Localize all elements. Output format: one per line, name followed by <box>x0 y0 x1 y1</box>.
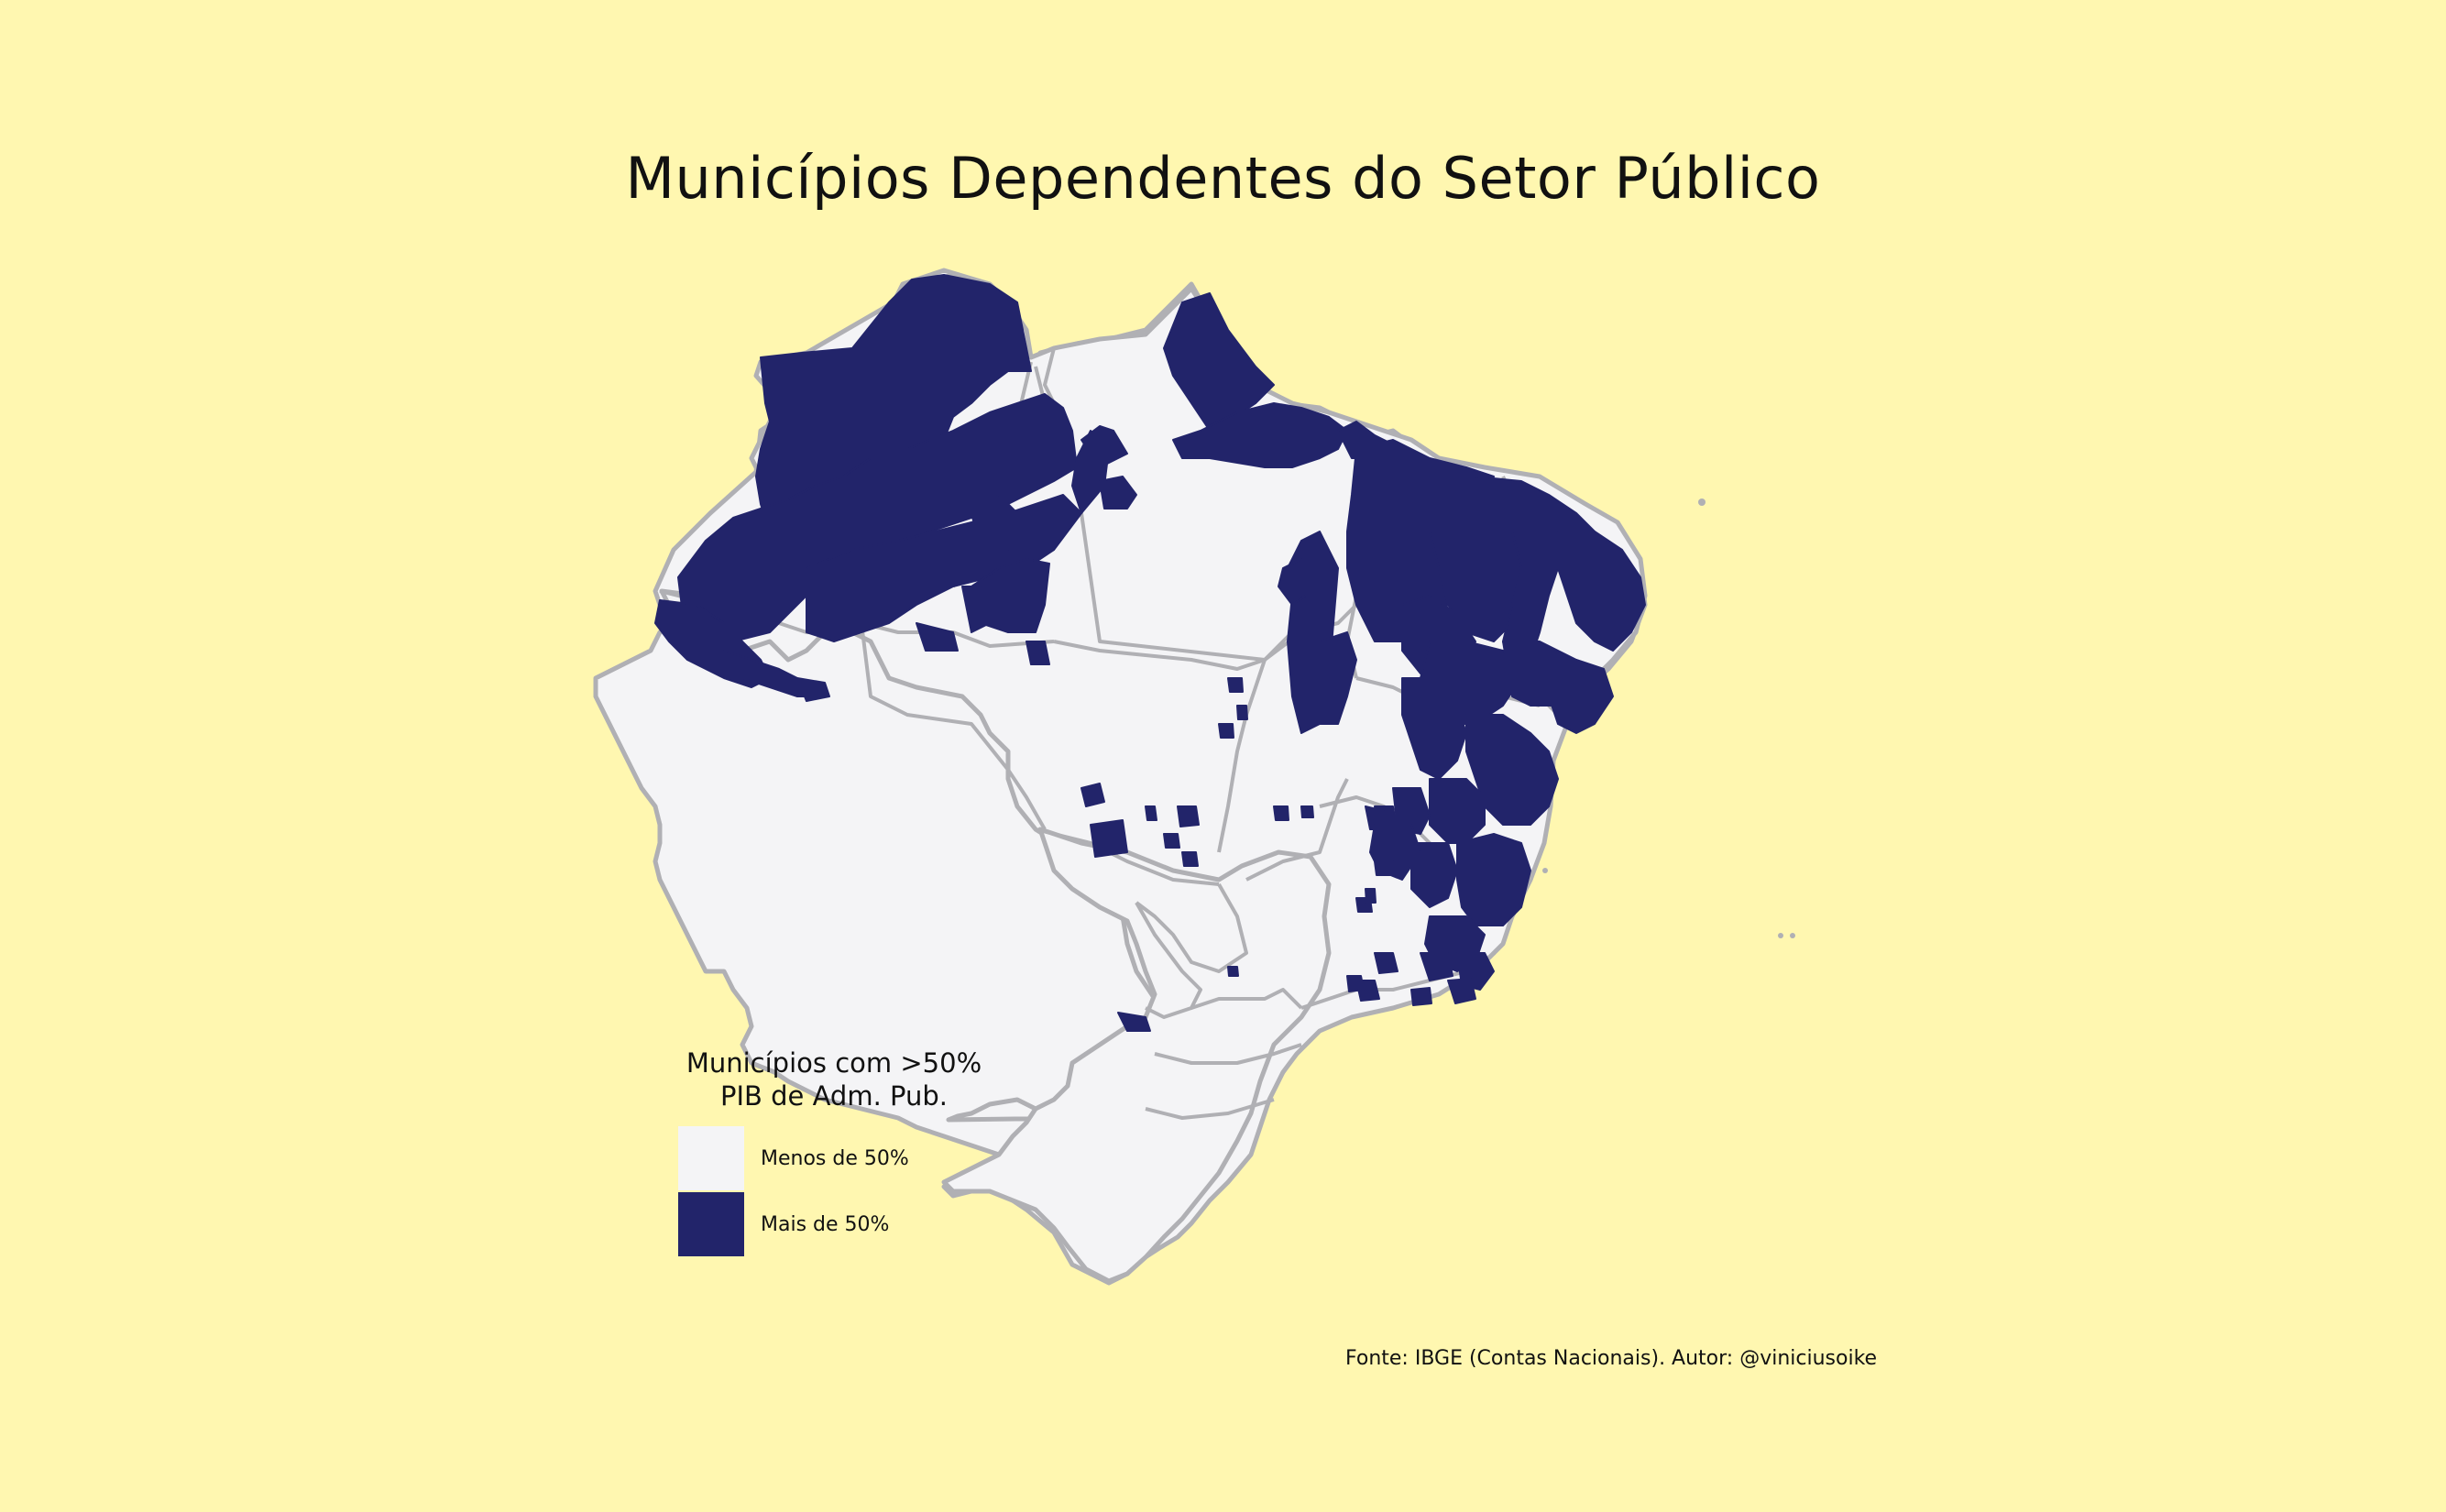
map-title: Municípios Dependentes do Setor Público <box>625 145 1821 212</box>
islands <box>1542 499 1795 938</box>
legend-label-more: Mais de 50% <box>761 1212 890 1236</box>
legend-title-line2: PIB de Adm. Pub. <box>719 1080 949 1112</box>
source-caption: Fonte: IBGE (Contas Nacionais). Autor: @… <box>1345 1347 1878 1370</box>
legend: Municípios com >50% PIB de Adm. Pub. Men… <box>678 1046 990 1257</box>
legend-title-line1: Municípios com >50% <box>686 1047 982 1079</box>
legend-swatch-less <box>678 1126 744 1190</box>
legend-item-less: Menos de 50% <box>678 1125 990 1191</box>
dependent-municipalities <box>654 274 1646 1032</box>
legend-label-less: Menos de 50% <box>761 1146 909 1170</box>
legend-swatch-more <box>678 1192 744 1256</box>
legend-item-more: Mais de 50% <box>678 1191 990 1257</box>
legend-title: Municípios com >50% PIB de Adm. Pub. <box>678 1046 990 1112</box>
